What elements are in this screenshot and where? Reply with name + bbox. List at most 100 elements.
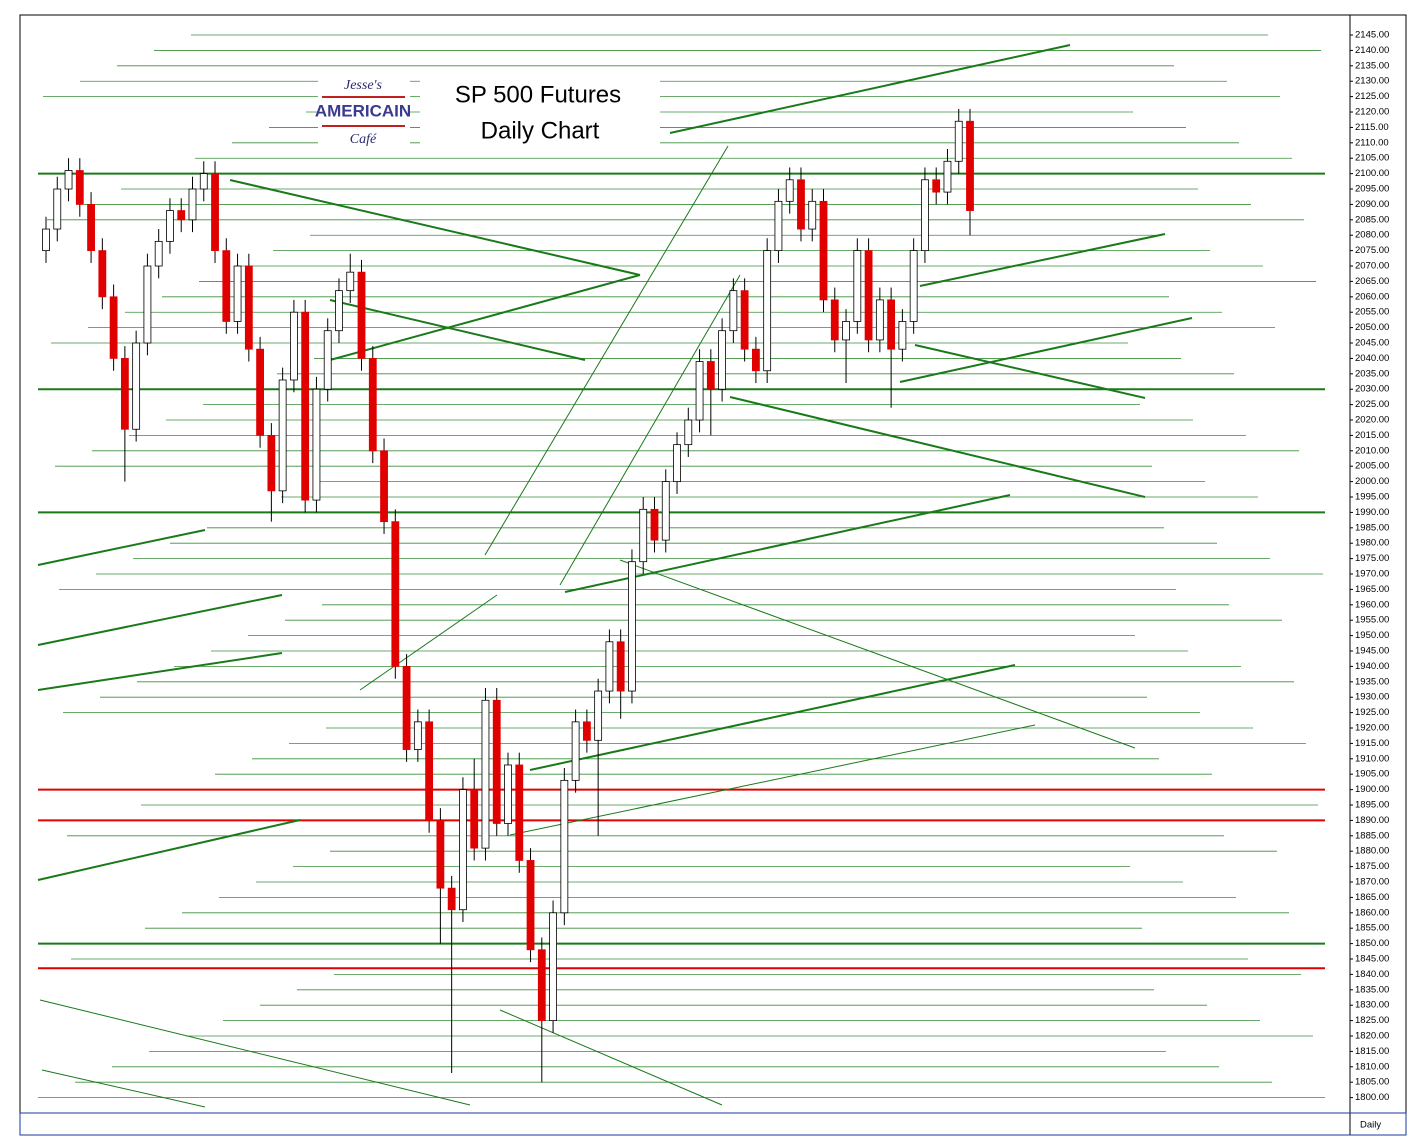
y-tick-label: 1990.00 (1355, 507, 1389, 518)
y-tick-label: 1865.00 (1355, 892, 1389, 903)
candle-body (222, 250, 231, 322)
y-tick-label: 1955.00 (1355, 615, 1389, 626)
candle-body (661, 481, 670, 541)
trend-line (37, 819, 301, 881)
candle-body (391, 521, 400, 667)
y-tick-label: 1850.00 (1355, 938, 1389, 949)
y-tick-label: 2145.00 (1355, 30, 1389, 41)
candle-body (515, 764, 524, 861)
candle-body (132, 342, 141, 430)
y-tick-label: 1940.00 (1355, 661, 1389, 672)
bottom-strip (19, 1112, 1407, 1136)
trend-line (509, 724, 1036, 836)
candle-body (470, 789, 479, 849)
trend-line (39, 999, 471, 1106)
candle-body (582, 721, 591, 741)
candle-body (504, 764, 512, 824)
y-tick-label: 1805.00 (1355, 1077, 1389, 1088)
candle-body (481, 699, 490, 849)
y-tick-label: 1950.00 (1355, 630, 1389, 641)
y-tick-label: 2085.00 (1355, 214, 1389, 225)
candle-body (256, 348, 264, 436)
y-tick-label: 2050.00 (1355, 322, 1389, 333)
y-tick-label: 1975.00 (1355, 553, 1389, 564)
y-tick-label: 2065.00 (1355, 276, 1389, 287)
candle-body (120, 358, 129, 430)
candle-body (75, 170, 84, 205)
y-tick-label: 1900.00 (1355, 784, 1389, 795)
y-tick-label: 2135.00 (1355, 60, 1389, 71)
candle-body (695, 361, 704, 421)
logo-bottom: Café (350, 132, 377, 147)
candle-body (549, 912, 557, 1022)
candle-body (278, 379, 287, 492)
trend-line (37, 652, 283, 691)
candle-body (301, 311, 310, 501)
y-tick-label: 2075.00 (1355, 245, 1389, 256)
candle-body (143, 265, 152, 344)
y-tick-label: 2015.00 (1355, 430, 1389, 441)
chart-title: SP 500 Futures (455, 81, 621, 108)
y-tick-label: 2055.00 (1355, 307, 1389, 318)
y-tick-label: 1915.00 (1355, 738, 1389, 749)
logo-middle: AMERICAIN (315, 101, 411, 120)
y-tick-label: 1835.00 (1355, 984, 1389, 995)
candle-body (413, 721, 422, 750)
candle-body (87, 204, 95, 252)
candle-body (346, 271, 355, 292)
trend-line (899, 317, 1193, 383)
y-tick-label: 1870.00 (1355, 877, 1389, 888)
candle-body (706, 361, 715, 390)
candle-body (639, 508, 648, 563)
candle-body (166, 210, 174, 242)
candle-body (966, 120, 974, 211)
candle-body (357, 271, 366, 359)
y-tick-label: 1910.00 (1355, 753, 1389, 764)
y-tick-label: 2110.00 (1355, 137, 1389, 148)
y-tick-label: 1855.00 (1355, 923, 1389, 934)
y-tick-label: 1905.00 (1355, 769, 1389, 780)
candle-body (752, 348, 760, 372)
candle-body (109, 296, 118, 359)
candle-body (537, 949, 546, 1022)
candle-body (650, 508, 659, 541)
candle-body (560, 779, 569, 914)
candle-body (628, 561, 636, 692)
trend-line (41, 1069, 206, 1108)
candle-body (797, 179, 805, 230)
y-tick-label: 2115.00 (1355, 122, 1389, 133)
y-tick-label: 2120.00 (1355, 107, 1389, 118)
candle-body (425, 721, 434, 821)
candle-body (932, 179, 941, 193)
trend-line (914, 344, 1146, 399)
candle-body (729, 290, 738, 332)
y-tick-label: 2080.00 (1355, 230, 1389, 241)
candle-body (842, 321, 850, 341)
y-tick-label: 2025.00 (1355, 399, 1389, 410)
y-tick-label: 1875.00 (1355, 861, 1389, 872)
trend-line (529, 664, 1016, 771)
candle-body (323, 330, 332, 390)
y-tick-label: 2140.00 (1355, 45, 1389, 56)
candle-body (605, 641, 614, 692)
candle-body (447, 887, 456, 911)
y-tick-label: 1815.00 (1355, 1046, 1389, 1057)
y-tick-label: 1810.00 (1355, 1061, 1389, 1072)
y-tick-label: 1890.00 (1355, 815, 1389, 826)
candle-body (53, 188, 62, 230)
y-tick-label: 1885.00 (1355, 830, 1389, 841)
trend-line (329, 274, 641, 361)
candle-body (571, 721, 580, 781)
trend-line (229, 179, 641, 276)
y-tick-label: 2095.00 (1355, 184, 1389, 195)
candle-body (718, 330, 726, 390)
y-tick-label: 2125.00 (1355, 91, 1389, 102)
candle-body (98, 250, 107, 298)
grid-layer (38, 34, 1325, 1099)
y-tick-label: 2105.00 (1355, 153, 1389, 164)
candle-body (853, 250, 862, 322)
y-tick-label: 1945.00 (1355, 646, 1389, 657)
y-tick-label: 2000.00 (1355, 476, 1389, 487)
